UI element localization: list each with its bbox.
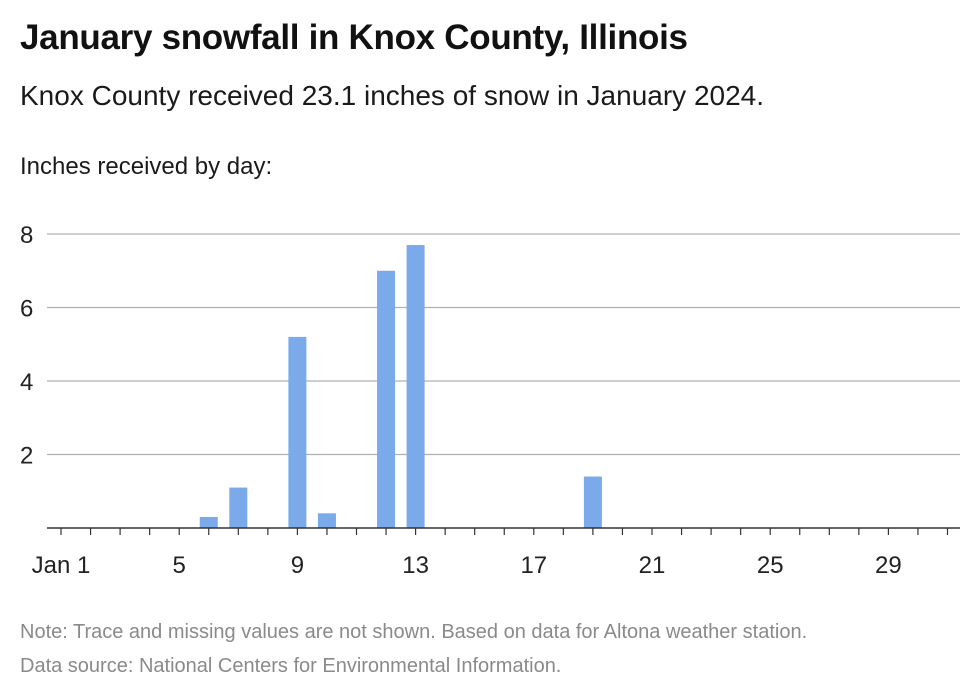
bar — [583, 476, 602, 528]
bar — [317, 513, 336, 528]
chart-subtitle: Knox County received 23.1 inches of snow… — [20, 80, 765, 111]
y-axis-label: Inches received by day: — [20, 153, 273, 180]
x-tick-label: 5 — [173, 552, 186, 579]
data-source: Data source: National Centers for Enviro… — [20, 655, 562, 677]
x-tick-label: 29 — [875, 552, 902, 579]
x-tick-label: 17 — [520, 552, 547, 579]
x-tick-label: 9 — [291, 552, 304, 579]
bar — [406, 245, 425, 528]
x-tick-label: 13 — [402, 552, 429, 579]
x-tick-label: 25 — [757, 552, 784, 579]
bar — [377, 270, 396, 528]
bar — [199, 516, 218, 528]
footnote: Note: Trace and missing values are not s… — [20, 621, 808, 643]
y-tick-label: 2 — [20, 443, 33, 470]
x-tick-label: 21 — [639, 552, 666, 579]
y-tick-label: 8 — [20, 222, 33, 249]
bar — [229, 487, 248, 528]
bar — [288, 336, 307, 528]
chart-title: January snowfall in Knox County, Illinoi… — [20, 18, 688, 57]
x-tick-label: Jan 1 — [32, 552, 91, 579]
y-tick-label: 6 — [20, 296, 33, 323]
y-tick-label: 4 — [20, 369, 33, 396]
